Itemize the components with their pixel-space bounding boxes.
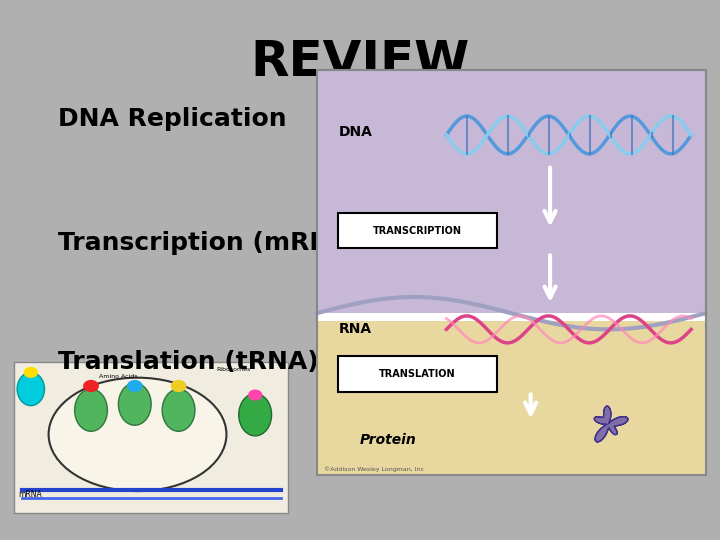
Ellipse shape [239, 394, 271, 436]
Circle shape [171, 381, 186, 392]
Text: DNA Replication: DNA Replication [58, 107, 287, 131]
Text: Translation (tRNA): Translation (tRNA) [58, 350, 318, 374]
Text: Protein: Protein [360, 433, 417, 447]
Text: Amino Acids: Amino Acids [99, 374, 138, 380]
Text: DNA: DNA [338, 125, 372, 139]
FancyBboxPatch shape [338, 356, 497, 392]
FancyBboxPatch shape [14, 362, 288, 513]
Text: ©Addison Wesley Longman, Inc: ©Addison Wesley Longman, Inc [324, 467, 424, 472]
FancyBboxPatch shape [317, 70, 706, 313]
FancyBboxPatch shape [338, 213, 497, 248]
Circle shape [127, 381, 142, 392]
Text: RNA: RNA [338, 322, 372, 336]
Ellipse shape [48, 377, 227, 491]
Ellipse shape [75, 389, 107, 431]
Text: mRNA: mRNA [18, 490, 42, 498]
Ellipse shape [17, 373, 45, 406]
Ellipse shape [162, 389, 195, 431]
Text: Transcription (mRNA): Transcription (mRNA) [58, 231, 361, 255]
Circle shape [84, 381, 98, 392]
Text: TRANSCRIPTION: TRANSCRIPTION [373, 226, 462, 236]
Ellipse shape [118, 383, 151, 426]
Text: TRANSLATION: TRANSLATION [379, 369, 456, 379]
FancyBboxPatch shape [317, 321, 706, 475]
Text: Ribosomes: Ribosomes [216, 367, 251, 372]
Polygon shape [594, 406, 628, 442]
Text: REVIEW: REVIEW [251, 38, 469, 86]
FancyBboxPatch shape [317, 70, 706, 475]
Circle shape [24, 368, 37, 377]
Circle shape [248, 390, 261, 400]
